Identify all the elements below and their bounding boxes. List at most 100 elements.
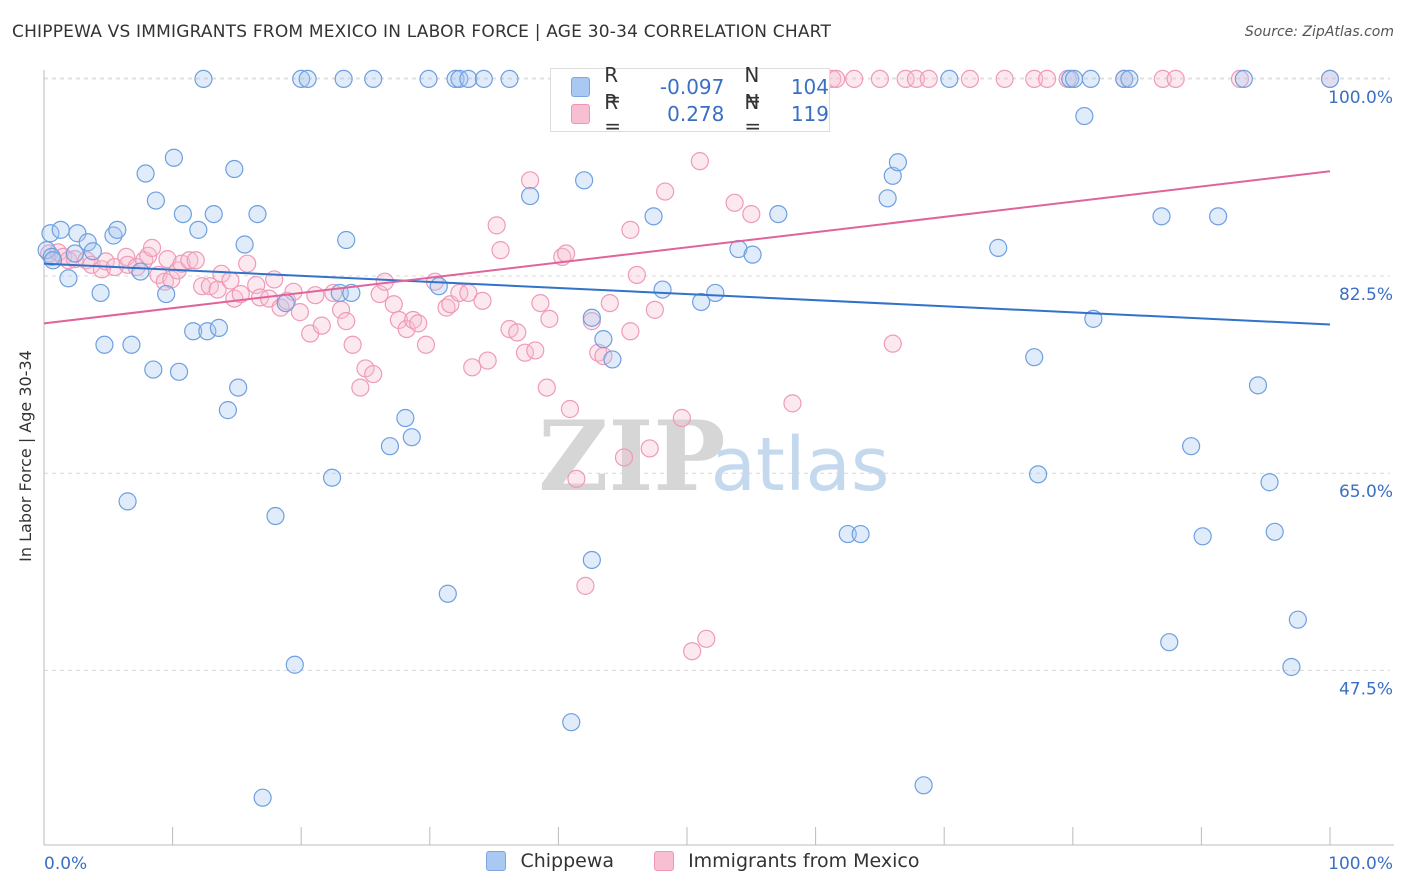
- mexico-points: [40, 69, 1340, 661]
- mexico-point: [567, 469, 586, 488]
- mexico-point: [463, 358, 482, 377]
- mexico-point: [397, 319, 416, 339]
- chippewa-point: [146, 191, 165, 210]
- chippewa-point: [364, 69, 383, 88]
- chippewa-point: [43, 251, 63, 270]
- chippewa-point: [582, 550, 601, 570]
- mexico-point: [557, 244, 576, 263]
- chippewa-point: [68, 224, 87, 243]
- legend-n-value-chippewa: 104: [790, 75, 829, 99]
- mexico-point: [409, 314, 428, 333]
- legend-item-chippewa[interactable]: Chippewa: [486, 850, 614, 872]
- chippewa-point: [253, 788, 272, 807]
- mexico-point: [337, 312, 356, 331]
- chippewa-point: [940, 69, 959, 88]
- chippewa-point: [438, 584, 457, 603]
- legend-n-label: N =: [744, 90, 762, 138]
- mexico-point: [1025, 69, 1044, 88]
- mexico-point: [627, 265, 646, 285]
- chippewa-point: [380, 437, 400, 456]
- mexico-point: [919, 69, 938, 88]
- chippewa-point: [108, 220, 127, 239]
- mexico-point: [521, 171, 540, 190]
- chippewa-point: [1182, 437, 1201, 456]
- mexico-point: [526, 341, 545, 360]
- chippewa-point: [1081, 69, 1100, 88]
- mexico-point: [906, 69, 926, 88]
- legend-n-label: N =: [744, 63, 762, 111]
- chippewa-point: [851, 524, 870, 544]
- chippewa-point: [322, 468, 342, 487]
- mexico-point: [640, 439, 659, 458]
- chippewa-point: [337, 230, 356, 250]
- chippewa-point: [285, 655, 304, 674]
- series-legend: Chippewa Immigrants from Mexico: [0, 850, 1406, 872]
- trendline-chippewa: [43, 262, 1331, 326]
- chippewa-point: [276, 293, 295, 313]
- mexico-point: [697, 629, 716, 648]
- chippewa-point: [1025, 348, 1044, 367]
- chippewa-point: [474, 69, 493, 88]
- legend-swatch-mexico: [571, 104, 591, 124]
- chippewa-point: [575, 171, 594, 190]
- chippewa-point: [446, 69, 465, 88]
- chippewa-point: [1075, 106, 1094, 126]
- chippewa-point: [209, 318, 228, 337]
- watermark-atlas: atlas: [711, 422, 890, 508]
- chippewa-point: [1064, 69, 1084, 88]
- mexico-point: [478, 351, 497, 370]
- chippewa-point: [118, 492, 137, 511]
- chippewa-point: [342, 283, 361, 303]
- legend-swatch-chippewa: [486, 851, 507, 871]
- chippewa-point: [653, 280, 672, 299]
- chippewa-point: [562, 713, 581, 732]
- chippewa-point: [298, 69, 317, 88]
- mexico-point: [896, 69, 915, 88]
- mexico-point: [537, 378, 556, 397]
- chippewa-point: [91, 283, 110, 303]
- legend-row-chippewa: R = -0.097 N = 104: [571, 63, 829, 111]
- chippewa-point: [225, 159, 244, 179]
- legend-swatch-mexico: [654, 851, 675, 871]
- mexico-point: [290, 303, 310, 322]
- legend-r-value-mexico: 0.278: [667, 102, 725, 126]
- mexico-point: [960, 69, 980, 88]
- chippewa-point: [198, 322, 217, 341]
- mexico-point: [560, 399, 580, 419]
- mexico-point: [491, 241, 510, 260]
- chippewa-point: [1265, 522, 1284, 541]
- chippewa-point: [51, 220, 70, 239]
- mexico-point: [656, 182, 675, 201]
- mexico-point: [416, 335, 436, 354]
- mexico-point: [683, 642, 702, 661]
- chippewa-point: [41, 224, 60, 243]
- chippewa-point: [1193, 527, 1212, 546]
- legend-item-mexico[interactable]: Immigrants from Mexico: [654, 850, 920, 872]
- chippewa-point: [164, 148, 183, 167]
- chippewa-point: [644, 207, 663, 226]
- chart-title: CHIPPEWA VS IMMIGRANTS FROM MEXICO IN LA…: [12, 22, 832, 42]
- chippewa-point: [184, 322, 203, 341]
- mexico-point: [312, 316, 331, 335]
- mexico-point: [1037, 69, 1057, 88]
- chippewa-point: [266, 506, 285, 526]
- y-tick-label-2: 82.5%: [1339, 285, 1393, 305]
- mexico-point: [1230, 69, 1250, 88]
- chippewa-point: [83, 242, 102, 261]
- chippewa-point: [521, 186, 540, 206]
- chippewa-point: [173, 204, 192, 224]
- chippewa-point: [396, 408, 415, 428]
- axes: [43, 70, 1394, 846]
- mexico-point: [576, 576, 595, 595]
- mexico-point: [672, 408, 691, 428]
- legend-swatch-chippewa: [571, 77, 591, 97]
- mexico-point: [600, 293, 619, 313]
- mexico-point: [306, 286, 325, 305]
- mexico-point: [645, 300, 664, 319]
- mexico-point: [1153, 69, 1172, 88]
- chippewa-point: [1288, 610, 1307, 629]
- mexico-point: [473, 291, 492, 310]
- mexico-point: [142, 238, 162, 257]
- x-tick-label-max: 100.0%: [1328, 854, 1393, 874]
